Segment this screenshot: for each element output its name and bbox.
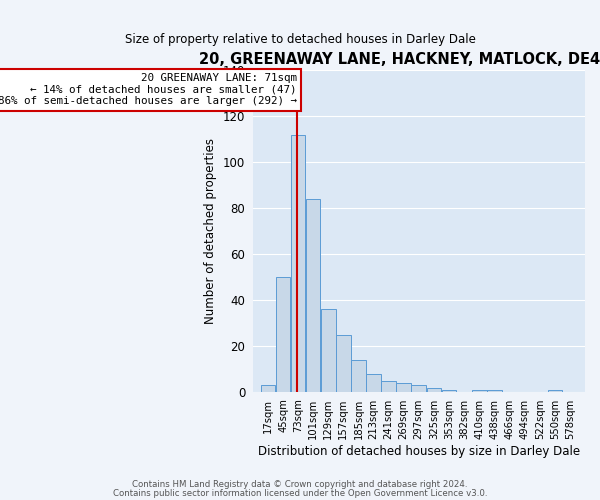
Bar xyxy=(306,199,320,392)
X-axis label: Distribution of detached houses by size in Darley Dale: Distribution of detached houses by size … xyxy=(258,444,580,458)
Bar xyxy=(366,374,381,392)
Bar xyxy=(382,381,396,392)
Bar xyxy=(276,277,290,392)
Bar xyxy=(427,388,441,392)
Bar xyxy=(321,310,335,392)
Bar xyxy=(487,390,502,392)
Bar xyxy=(548,390,562,392)
Text: Contains HM Land Registry data © Crown copyright and database right 2024.: Contains HM Land Registry data © Crown c… xyxy=(132,480,468,489)
Bar xyxy=(442,390,456,392)
Bar xyxy=(472,390,487,392)
Text: 20 GREENAWAY LANE: 71sqm
← 14% of detached houses are smaller (47)
86% of semi-d: 20 GREENAWAY LANE: 71sqm ← 14% of detach… xyxy=(0,74,296,106)
Bar xyxy=(397,383,411,392)
Bar xyxy=(261,386,275,392)
Y-axis label: Number of detached properties: Number of detached properties xyxy=(205,138,217,324)
Text: Contains public sector information licensed under the Open Government Licence v3: Contains public sector information licen… xyxy=(113,488,487,498)
Title: 20, GREENAWAY LANE, HACKNEY, MATLOCK, DE4 2QB: 20, GREENAWAY LANE, HACKNEY, MATLOCK, DE… xyxy=(199,52,600,68)
Bar xyxy=(336,335,350,392)
Bar xyxy=(351,360,365,392)
Bar xyxy=(412,386,426,392)
Bar xyxy=(291,134,305,392)
Text: Size of property relative to detached houses in Darley Dale: Size of property relative to detached ho… xyxy=(125,32,475,46)
